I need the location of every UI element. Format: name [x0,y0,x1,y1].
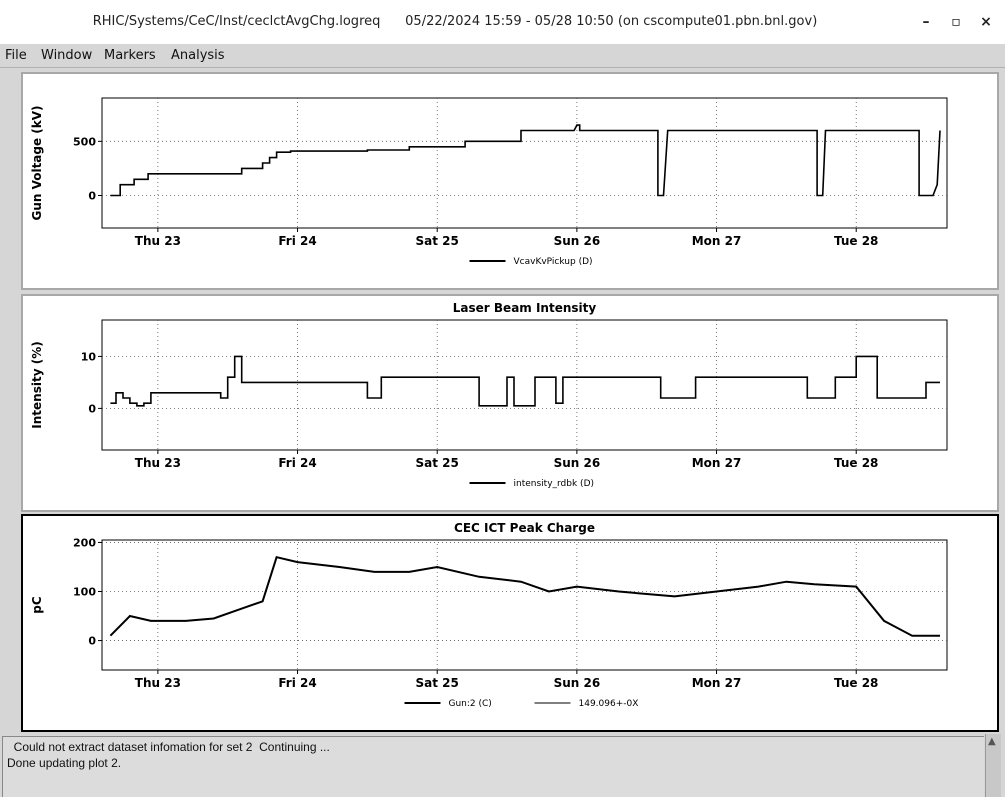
plot-frame [101,539,948,671]
minimize-button[interactable]: – [922,14,930,30]
x-tick-label: Fri 24 [278,456,316,470]
y-tick-label: 500 [73,135,96,148]
x-tick-label: Sun 26 [554,456,601,470]
x-tick-label: Mon 27 [692,676,742,690]
x-tick-label: Tue 28 [834,676,878,690]
status-line: Done updating plot 2. [7,756,122,770]
y-axis-label: Intensity (%) [30,341,44,428]
status-panel: Could not extract dataset infomation for… [0,734,1005,797]
y-tick-label: 200 [73,536,96,549]
gun-voltage-chart: Gun Voltage (kV) 500 0 Thu 23 Fri 24 Sat 25 Su… [30,97,948,267]
x-tick-label: Tue 28 [834,234,878,248]
menubar: File Window Markers Analysis [0,44,1005,68]
y-tick-label: 0 [88,190,96,203]
status-scrollbar[interactable]: ▲ [985,734,1001,797]
x-tick-label: Sat 25 [416,676,459,690]
window-title: RHIC/Systems/CeC/Inst/ceclctAvgChg.logre… [92,14,818,29]
window-titlebar: RHIC/Systems/CeC/Inst/ceclctAvgChg.logre… [0,0,1005,44]
x-tick-label: Sun 26 [554,676,601,690]
legend-label: intensity_rdbk (D) [514,479,595,489]
series-line [109,556,940,637]
y-tick-label: 100 [73,586,96,599]
menu-markers[interactable]: Markers [104,48,156,63]
x-tick-label: Sat 25 [416,456,459,470]
x-tick-label: Tue 28 [834,456,878,470]
legend-label: Gun:2 (C) [449,699,492,709]
x-tick-label: Fri 24 [278,676,316,690]
y-axis-label: Gun Voltage (kV) [30,105,44,220]
plot-panel-gun-voltage[interactable]: Gun Voltage (kV) 500 0 Thu 23 Fri 24 Sat 25 Su… [21,72,999,290]
plot-panel-ict-charge[interactable]: CEC ICT Peak Charge pC 200 100 0 Thu 23 Fri 24… [21,514,999,732]
plot-frame [101,97,948,229]
scroll-up-icon[interactable]: ▲ [988,736,996,747]
menu-file[interactable]: File [5,48,27,63]
laser-intensity-chart: Laser Beam Intensity Intensity (%) 10 0 Thu … [30,301,948,489]
y-axis-label: pC [30,596,44,614]
close-button[interactable]: × [980,14,992,30]
y-tick-label: 0 [88,402,96,415]
plots-area: Gun Voltage (kV) 500 0 Thu 23 Fri 24 Sat 25 Su… [0,68,1005,734]
plot-title: Laser Beam Intensity [453,301,597,315]
plot-title: CEC ICT Peak Charge [454,521,595,535]
status-line: Could not extract dataset infomation for… [7,740,330,754]
ict-charge-chart: CEC ICT Peak Charge pC 200 100 0 Thu 23 Fri 24… [30,521,948,709]
menu-analysis[interactable]: Analysis [171,48,225,63]
x-tick-label: Sat 25 [416,234,459,248]
legend-label: VcavKvPickup (D) [514,257,593,267]
series-line [110,124,941,197]
x-tick-label: Thu 23 [135,234,181,248]
menu-window[interactable]: Window [41,48,93,63]
x-tick-label: Mon 27 [692,456,742,470]
legend-label: 149.096+-0X [579,699,639,709]
maximize-button[interactable]: ▫ [951,14,961,30]
plot-panel-laser-intensity[interactable]: Laser Beam Intensity Intensity (%) 10 0 Thu … [21,294,999,512]
y-tick-label: 0 [88,635,96,648]
x-tick-label: Sun 26 [554,234,601,248]
x-tick-label: Mon 27 [692,234,742,248]
plot-frame [101,319,948,451]
y-tick-label: 10 [81,350,97,363]
x-tick-label: Fri 24 [278,234,316,248]
status-log: Could not extract dataset infomation for… [2,736,984,797]
series-line [110,355,940,407]
x-tick-label: Thu 23 [135,676,181,690]
x-tick-label: Thu 23 [135,456,181,470]
